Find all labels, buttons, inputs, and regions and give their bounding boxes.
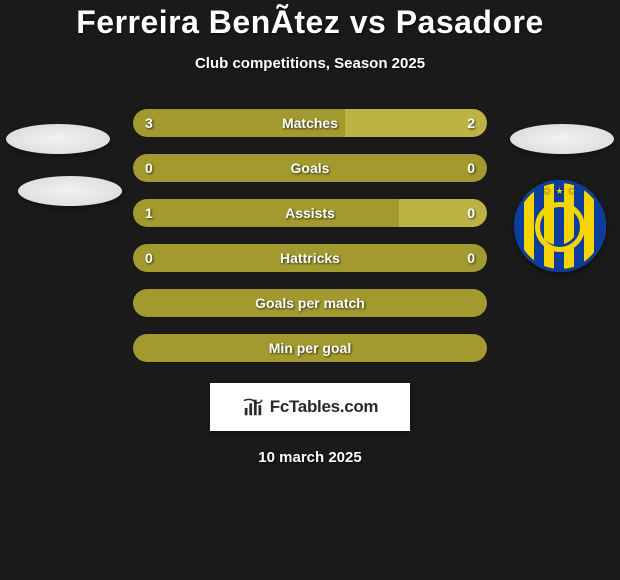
stat-label: Goals [291, 160, 330, 176]
stat-label: Matches [282, 115, 338, 131]
stat-label: Min per goal [269, 340, 351, 356]
stat-row-goals-per-match: Goals per match [132, 288, 488, 318]
player1-avatar [6, 124, 110, 154]
stat-left-value: 0 [145, 160, 153, 176]
stat-row-assists: 1 Assists 0 [132, 198, 488, 228]
stat-label: Assists [285, 205, 335, 221]
subtitle: Club competitions, Season 2025 [0, 55, 620, 72]
stat-left-value: 3 [145, 115, 153, 131]
crest-stars-icon: ★ ★ ★ [543, 186, 577, 197]
update-date: 10 march 2025 [0, 449, 620, 466]
stat-row-matches: 3 Matches 2 [132, 108, 488, 138]
stat-left-value: 0 [145, 250, 153, 266]
stat-label: Goals per match [255, 295, 365, 311]
crest-ring-icon [535, 202, 585, 252]
stat-row-min-per-goal: Min per goal [132, 333, 488, 363]
stat-label: Hattricks [280, 250, 340, 266]
club-crest: ★ ★ ★ [514, 180, 606, 272]
stat-row-hattricks: 0 Hattricks 0 [132, 243, 488, 273]
stat-right-value: 0 [467, 205, 475, 221]
brand-text: FcTables.com [270, 397, 379, 417]
page-title: Ferreira BenÃ­tez vs Pasadore [0, 4, 620, 41]
bar-chart-icon [242, 396, 264, 418]
brand-box[interactable]: FcTables.com [210, 383, 410, 431]
stat-bars: 3 Matches 2 0 Goals 0 1 Assists 0 0 Hatt… [132, 108, 488, 363]
stat-right-value: 0 [467, 160, 475, 176]
stat-row-goals: 0 Goals 0 [132, 153, 488, 183]
comparison-card: Ferreira BenÃ­tez vs Pasadore Club compe… [0, 0, 620, 580]
stat-right-value: 0 [467, 250, 475, 266]
bar-fill-left [133, 199, 399, 227]
player2-avatar [510, 124, 614, 154]
stat-left-value: 1 [145, 205, 153, 221]
stat-right-value: 2 [467, 115, 475, 131]
bar-fill-right [345, 109, 487, 137]
player1-shadow [18, 176, 122, 206]
